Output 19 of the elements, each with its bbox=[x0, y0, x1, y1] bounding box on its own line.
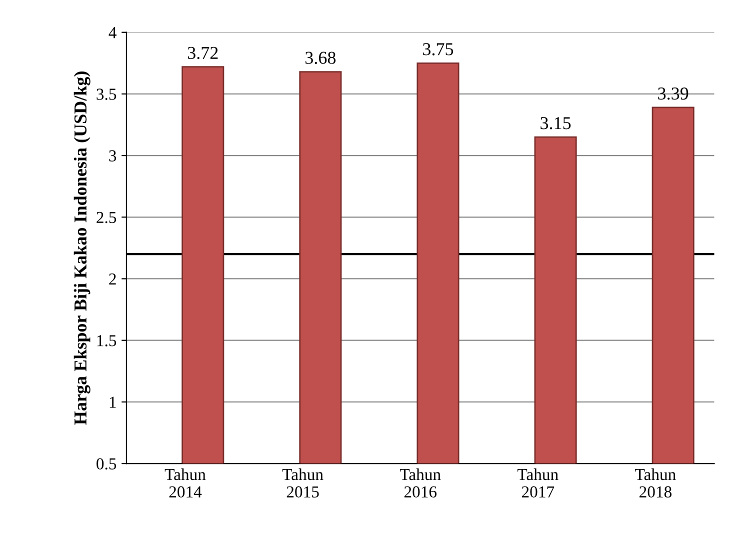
x-tick-label: Tahun 2017 bbox=[518, 468, 558, 498]
data-label: 3.39 bbox=[658, 88, 688, 100]
data-label: 3.75 bbox=[423, 43, 454, 56]
data-label: 3.72 bbox=[188, 46, 218, 60]
y-tick-label: 3.5 bbox=[96, 88, 116, 100]
y-tick-label: 1 bbox=[110, 396, 116, 408]
data-label: 3.15 bbox=[540, 117, 571, 130]
y-tick-label: 0.5 bbox=[96, 458, 116, 470]
y-tick-label: 2.5 bbox=[96, 212, 116, 224]
data-label: 3.68 bbox=[306, 52, 336, 64]
y-tick-label: 1.5 bbox=[97, 335, 116, 346]
y-tick-label: 2 bbox=[109, 273, 116, 285]
x-tick-label: Tahun 2016 bbox=[400, 468, 441, 498]
x-tick-label: Tahun 2015 bbox=[282, 468, 324, 498]
y-axis-title: Harga Ekspor Biji Kakao Indonesia (USD/kg) bbox=[74, 72, 90, 425]
y-tick-label: 4 bbox=[108, 27, 116, 38]
x-tick-label: Tahun 2018 bbox=[635, 468, 676, 498]
x-tick-label: Tahun 2014 bbox=[164, 468, 206, 498]
y-tick-label: 3 bbox=[109, 150, 116, 162]
